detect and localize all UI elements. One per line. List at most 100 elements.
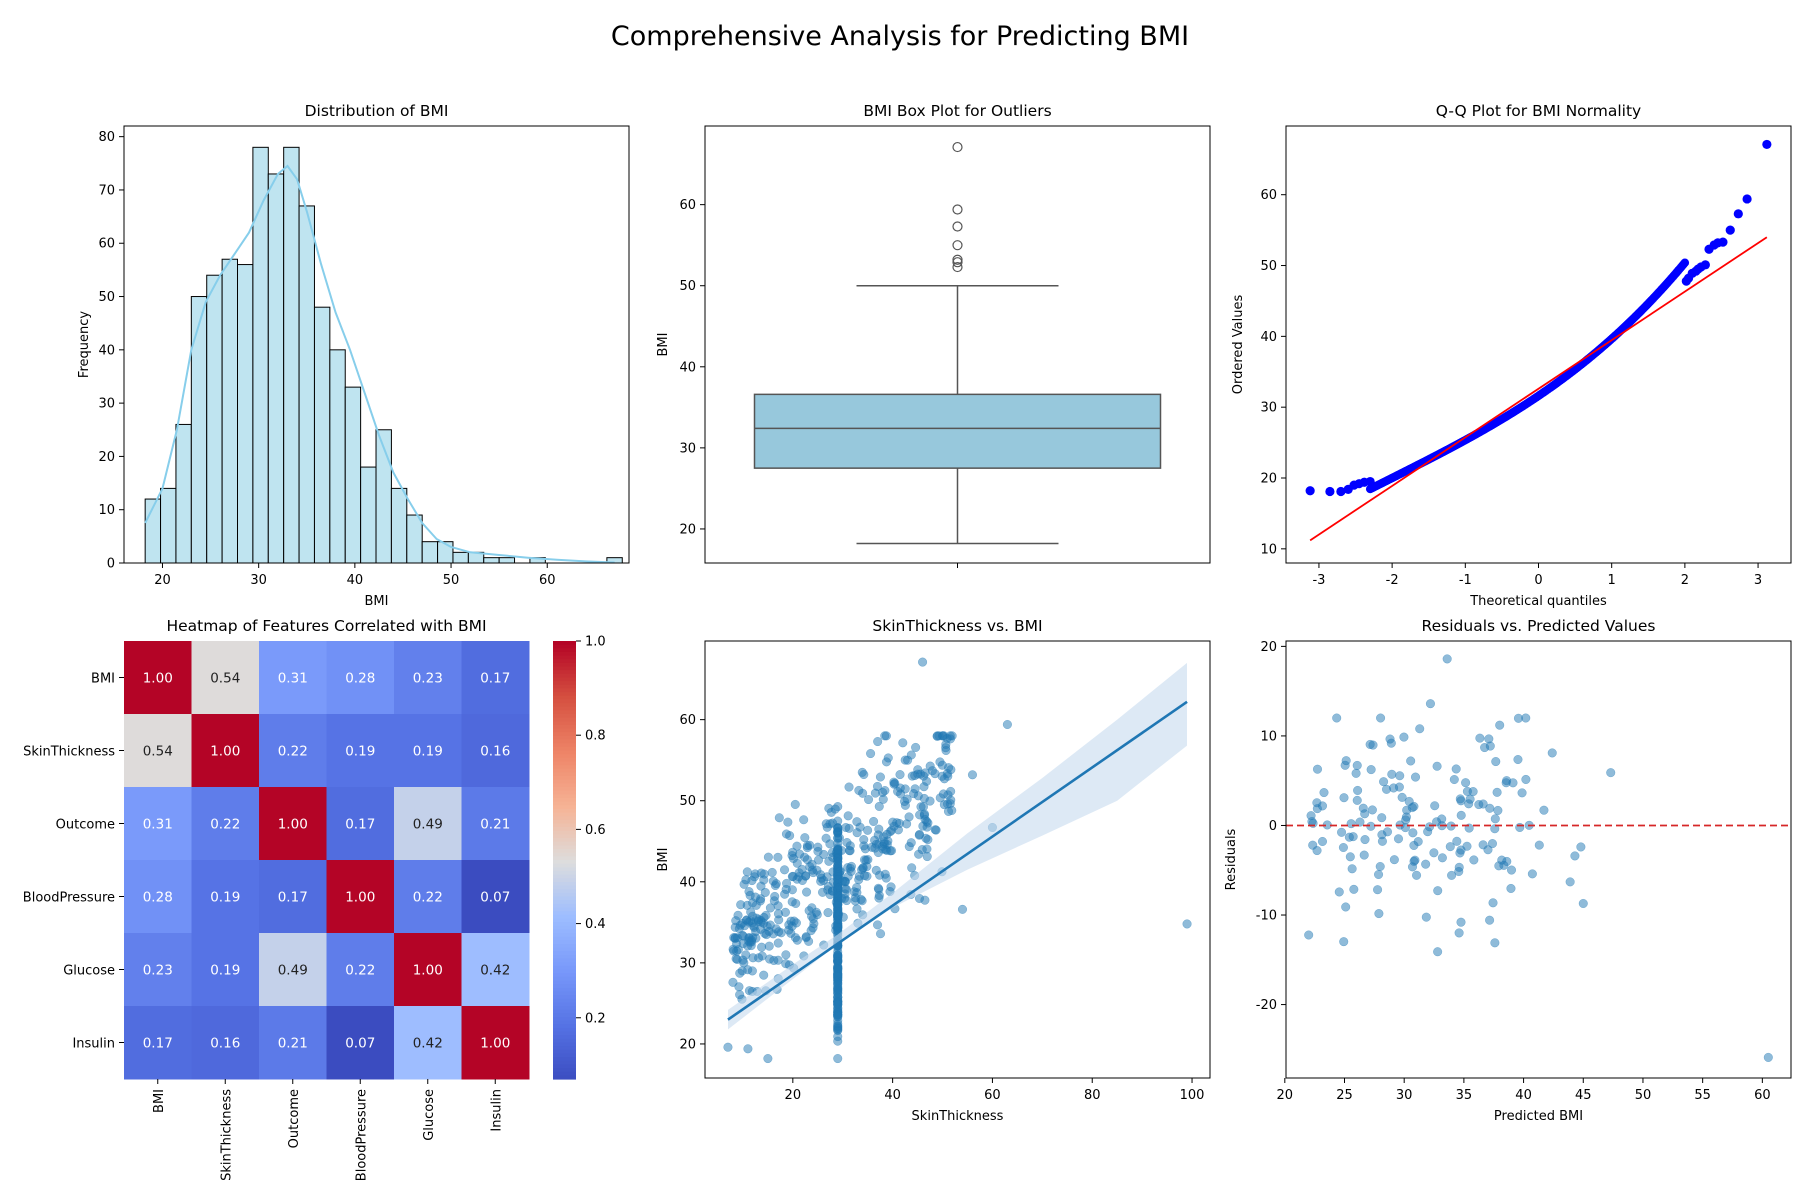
colorbar-segment <box>553 776 576 781</box>
residual-point <box>1565 877 1575 887</box>
scatter-point <box>852 828 862 838</box>
colorbar-segment <box>553 852 576 857</box>
colorbar-segment <box>553 1020 576 1025</box>
scatter-point <box>850 896 860 906</box>
residual-point <box>1442 654 1452 664</box>
colorbar-segment <box>553 670 576 675</box>
residual-point <box>1456 810 1466 820</box>
heatmap-cell <box>124 641 192 715</box>
scatter-point <box>833 1012 843 1022</box>
figure-suptitle: Comprehensive Analysis for Predicting BM… <box>611 21 1189 52</box>
scatter-point <box>837 893 847 904</box>
residual-point <box>1348 832 1358 842</box>
heatmap-cell-value: 0.31 <box>278 671 308 687</box>
scatter-point <box>873 736 883 747</box>
colorbar-segment <box>553 743 576 748</box>
qq-x-tick-label: 1 <box>1608 573 1616 588</box>
scatter-point <box>748 911 758 921</box>
scatter-point <box>930 769 940 779</box>
regression-title: SkinThickness vs. BMI <box>872 617 1042 635</box>
residual-point <box>1359 850 1369 860</box>
heatmap-cell <box>326 714 395 788</box>
scatter-point <box>930 825 940 835</box>
scatter-point <box>756 881 766 891</box>
scatter-point <box>773 938 783 948</box>
scatter-point <box>944 763 954 773</box>
histogram-y-tick-label: 40 <box>98 343 115 358</box>
histogram-y-tick-label: 30 <box>98 397 115 412</box>
kde-curve <box>144 164 615 564</box>
scatter-point <box>903 755 913 765</box>
scatter-point <box>898 738 908 748</box>
residual-point <box>1521 713 1531 723</box>
colorbar-segment <box>553 947 576 952</box>
scatter-point <box>742 867 752 877</box>
boxplot-y-tick-label: 20 <box>679 522 696 537</box>
colorbar-segment <box>553 849 576 854</box>
residual-point <box>1547 748 1557 758</box>
regression-axes-frame <box>704 640 1211 1079</box>
scatter-point <box>840 877 850 887</box>
regression-panel: 20 40 60 80 100 20 30 40 50 60 SkinThickness vs. B… <box>656 617 1211 1124</box>
residual-point <box>1468 787 1478 797</box>
scatter-point <box>787 897 797 907</box>
residuals-y-tick-label: -20 <box>1256 998 1277 1013</box>
residual-point <box>1389 855 1399 865</box>
heatmap-cell-value: 0.07 <box>345 1036 375 1052</box>
scatter-point <box>872 781 883 791</box>
scatter-point <box>883 753 893 763</box>
colorbar-segment <box>553 1013 576 1018</box>
heatmap-cell <box>461 641 530 715</box>
heatmap-cell <box>259 641 327 715</box>
scatter-point <box>773 909 783 919</box>
qq-y-tick-label: 40 <box>1260 330 1277 345</box>
colorbar-segment <box>553 772 576 777</box>
colorbar-segment <box>553 911 576 916</box>
scatter-point <box>875 929 886 939</box>
qq-point <box>1733 209 1743 219</box>
heatmap-cell-value: 0.19 <box>345 744 375 760</box>
scatter-point <box>943 771 953 781</box>
heatmap-cell-value: 0.17 <box>345 817 375 833</box>
scatter-point <box>878 841 888 851</box>
residual-point <box>1485 915 1495 925</box>
scatter-point <box>802 887 812 897</box>
heatmap-cell-value: 1.00 <box>278 817 308 833</box>
scatter-point <box>781 950 791 960</box>
qq-point <box>1680 258 1690 267</box>
residuals-x-tick-label: 40 <box>1515 1088 1532 1103</box>
heatmap-cell <box>461 787 530 861</box>
histogram-y-tick-label: 60 <box>98 237 115 252</box>
colorbar-segment <box>553 721 576 726</box>
heatmap-cell <box>124 933 192 1007</box>
scatter-point <box>742 900 752 910</box>
scatter-point <box>768 876 778 886</box>
scatter-point <box>843 863 853 873</box>
residual-point <box>1502 856 1512 867</box>
scatter-point <box>799 815 809 825</box>
colorbar-segment <box>553 838 576 843</box>
colorbar-segment <box>553 651 576 657</box>
histogram-bar <box>190 296 208 564</box>
qq-point <box>1336 486 1346 497</box>
scatter-point <box>886 846 897 856</box>
residual-point <box>1483 845 1493 855</box>
scatter-point <box>816 873 826 883</box>
residual-point <box>1493 805 1503 816</box>
residual-point <box>1433 947 1443 957</box>
scatter-point <box>774 813 784 823</box>
residual-point <box>1389 783 1399 793</box>
scatter-point <box>871 865 881 875</box>
heatmap-cell-value: 0.49 <box>278 963 308 979</box>
scatter-point <box>918 657 928 667</box>
residual-point <box>1317 836 1328 847</box>
scatter-point <box>859 769 869 780</box>
heatmap-cell <box>259 1006 327 1080</box>
heatmap-cell-value: 1.00 <box>345 890 375 906</box>
heatmap-cell-value: 0.49 <box>413 817 443 833</box>
scatter-point <box>805 862 815 872</box>
colorbar-segment <box>553 863 576 868</box>
residuals-y-tick-label: 0 <box>1269 819 1277 834</box>
heatmap-col-label: Outcome <box>287 1089 302 1148</box>
scatter-point <box>833 999 843 1009</box>
